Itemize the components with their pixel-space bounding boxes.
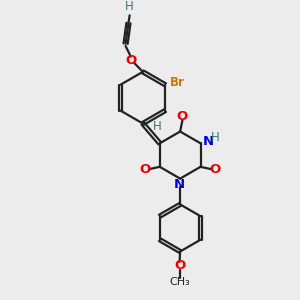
Text: Br: Br <box>169 76 184 89</box>
Text: O: O <box>174 259 185 272</box>
Text: CH₃: CH₃ <box>169 278 190 287</box>
Text: H: H <box>211 131 220 144</box>
Text: O: O <box>177 110 188 123</box>
Text: O: O <box>140 163 151 176</box>
Text: O: O <box>209 163 220 176</box>
Text: N: N <box>203 134 214 148</box>
Text: H: H <box>153 120 162 134</box>
Text: O: O <box>125 54 136 68</box>
Text: H: H <box>125 0 134 13</box>
Text: N: N <box>174 178 185 191</box>
